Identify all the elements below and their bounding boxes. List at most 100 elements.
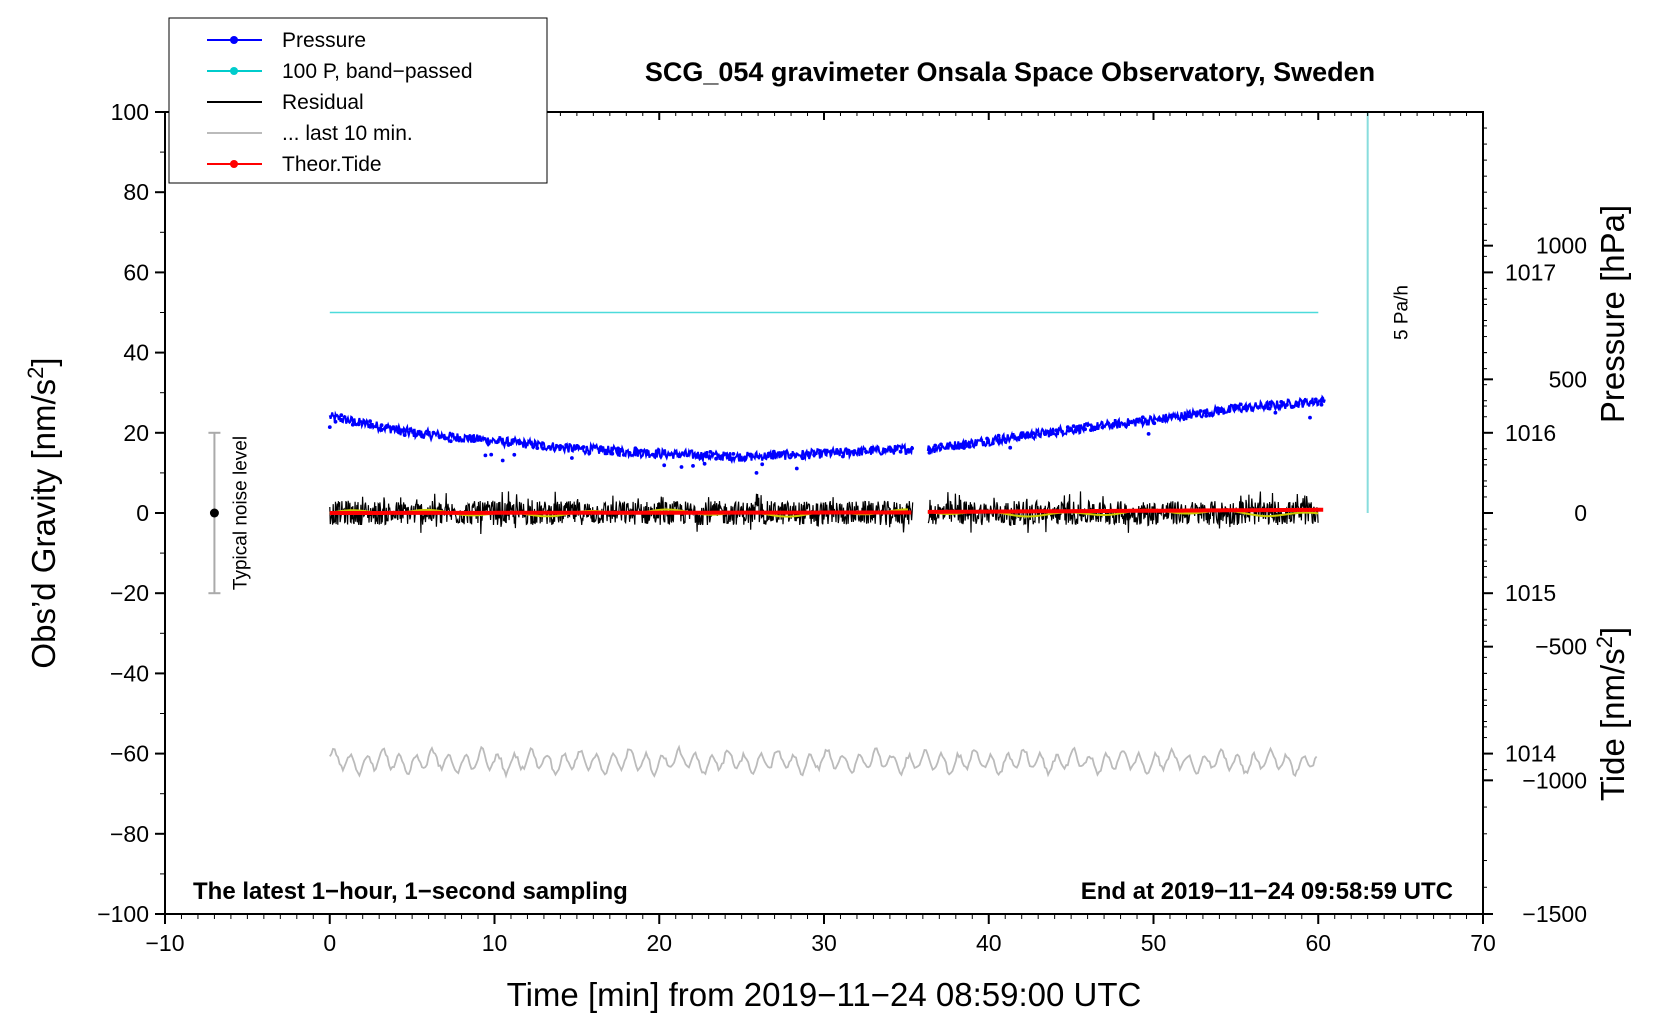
y-axis-label-gravity-sup: 2 (23, 367, 48, 379)
axis-layer: −10 0 10 20 30 40 50 60 70−100−80−60−40−20020406… (97, 99, 1587, 956)
y-tick-label: −60 (110, 741, 149, 767)
x-tick-label: 0 (323, 930, 336, 956)
series-layer (327, 311, 1326, 779)
pressure-point (979, 438, 984, 442)
pressure-point (333, 419, 338, 424)
pressure-point (1158, 418, 1162, 422)
pressure-point (489, 452, 494, 457)
pressure-point (1083, 427, 1087, 432)
pressure-point (374, 424, 378, 429)
pressure-point (910, 446, 914, 451)
pressure-point (725, 455, 730, 460)
pressure-point (558, 444, 563, 449)
annotation-layer: 5 Pa/h Typical noise level (208, 112, 1413, 595)
pressure-point (391, 425, 396, 429)
pressure-point (743, 455, 747, 460)
y-tick-label: −100 (97, 901, 149, 927)
pressure-point (397, 430, 401, 435)
pressure-point (570, 456, 574, 460)
pressure-point (454, 438, 459, 442)
pressure-point (962, 446, 966, 450)
legend-label: Pressure (282, 29, 366, 52)
pressure-point (1031, 431, 1036, 435)
pressure-point (483, 453, 488, 458)
pressure-point (673, 451, 678, 455)
noise-bar-point (209, 508, 219, 518)
pressure-point (933, 443, 938, 448)
x-tick-label: 30 (811, 930, 837, 956)
pressure-point (841, 454, 845, 459)
y-tick-label: −40 (110, 660, 149, 686)
legend-label: Theor.Tide (282, 153, 382, 176)
pressure-point (869, 445, 874, 450)
pressure-point (1233, 403, 1237, 408)
pressure-point (1117, 423, 1122, 427)
pressure-point (1227, 409, 1232, 413)
pressure-point (967, 444, 972, 449)
pressure-point (1054, 428, 1059, 433)
pressure-point (806, 451, 811, 455)
y-axis-label-tide: Tide [nm/s2] (1592, 627, 1631, 801)
pressure-point (645, 449, 649, 453)
x-tick-label: 20 (646, 930, 672, 956)
y-tick-label: 20 (123, 420, 149, 446)
pressure-point (575, 444, 580, 449)
y-tick-label: 40 (123, 340, 149, 366)
pressure-point (852, 449, 857, 453)
pressure-point (339, 413, 344, 418)
pressure-point (1262, 405, 1266, 410)
pressure-point (1123, 423, 1128, 427)
y-tick-label: 80 (123, 179, 149, 205)
last-10-min-line (329, 744, 1318, 779)
pressure-point (356, 422, 361, 427)
pressure-point (754, 471, 759, 475)
pressure-point (696, 454, 701, 458)
series-theor-tide (329, 507, 1324, 515)
pressure-point (1250, 408, 1255, 412)
pressure-line (328, 394, 1326, 464)
pressure-tick-label: 1015 (1505, 580, 1556, 606)
pressure-point (1198, 409, 1203, 413)
pressure-point (944, 445, 949, 450)
y-tick-label: 100 (111, 99, 149, 125)
pressure-point (973, 442, 978, 447)
pressure-point (1210, 413, 1214, 417)
pressure-point (1204, 414, 1209, 418)
pressure-point (996, 433, 1001, 438)
pressure-point (892, 448, 897, 453)
pressure-point (1019, 431, 1024, 435)
pressure-point (1290, 404, 1295, 409)
pressure-point (668, 452, 672, 457)
pressure-point (1089, 428, 1093, 432)
pressure-point (1048, 432, 1053, 437)
pressure-point (1313, 397, 1318, 402)
y-axis-label-gravity: Obs’d Gravity [nm/s2] (23, 357, 62, 668)
pressure-point (466, 435, 470, 439)
x-tick-label: 40 (976, 930, 1002, 956)
pressure-point (662, 463, 667, 468)
pressure-point (1014, 436, 1018, 441)
y-tick-label: 0 (136, 500, 149, 526)
pressure-point (477, 435, 482, 439)
pressure-point (812, 453, 816, 457)
pressure-point (506, 442, 511, 447)
pressure-point (616, 446, 620, 451)
pressure-point (1060, 429, 1064, 434)
pressure-point (1042, 431, 1047, 436)
legend-label: 100 P, band−passed (282, 60, 473, 83)
pressure-tick-label: 1014 (1505, 741, 1556, 767)
pressure-point (760, 462, 765, 467)
pressure-point (656, 448, 661, 452)
tide-tick-label: −1500 (1522, 901, 1587, 927)
pressure-point (1077, 424, 1082, 429)
pressure-point (1152, 421, 1157, 426)
tide-tick-label: 1000 (1536, 233, 1587, 259)
pressure-point (1106, 421, 1111, 426)
pressure-point (552, 447, 557, 452)
x-tick-label: −10 (145, 930, 184, 956)
pressure-point (512, 452, 517, 457)
pressure-point (777, 451, 782, 455)
pressure-point (1244, 407, 1249, 412)
end-time-annotation: End at 2019−11−24 09:58:59 UTC (1081, 878, 1453, 905)
pressure-point (1273, 410, 1278, 415)
